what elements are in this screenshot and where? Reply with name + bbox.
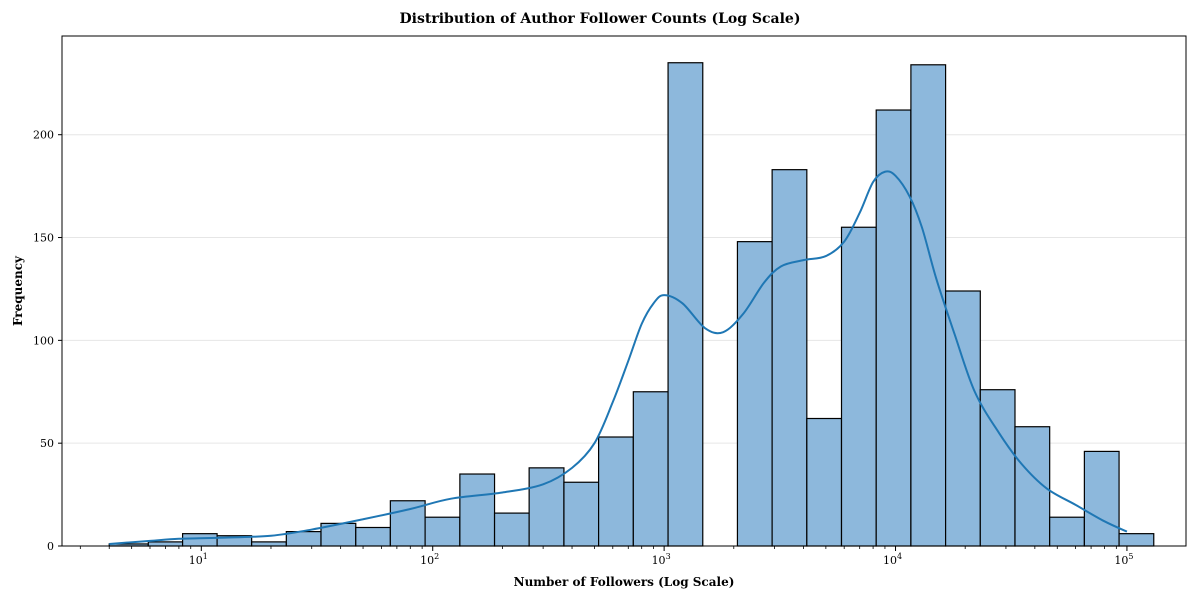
histogram-bar: [424, 516, 461, 547]
kde-curve: [109, 170, 1128, 545]
x-tick-label: 102: [420, 552, 439, 567]
histogram-bar: [597, 436, 634, 547]
y-tick-label: 100: [33, 334, 54, 347]
y-tick-label: 50: [40, 437, 54, 450]
histogram-bar: [632, 391, 669, 547]
histogram-bar: [944, 290, 981, 547]
histogram-bar: [459, 473, 496, 547]
histogram-bar: [355, 526, 391, 547]
histogram-bar: [910, 64, 947, 547]
x-tick-label: 104: [883, 552, 902, 567]
histogram-bar: [1049, 516, 1085, 547]
histogram-bar: [389, 500, 426, 547]
x-tick-label: 105: [1114, 552, 1133, 567]
histogram-bar: [493, 512, 530, 547]
chart-title: Distribution of Author Follower Counts (…: [399, 11, 801, 27]
histogram-bar: [1118, 533, 1155, 547]
histogram-bar: [875, 109, 912, 547]
histogram-bar: [806, 417, 843, 547]
histogram-bar: [563, 481, 600, 547]
y-tick-label: 200: [33, 129, 54, 142]
histogram-bar: [667, 62, 704, 547]
x-tick-label: 103: [652, 552, 671, 567]
histogram-bar: [251, 541, 287, 547]
histogram-bar: [840, 226, 877, 547]
histogram-bar: [1083, 450, 1120, 547]
histogram-bar: [147, 541, 184, 547]
histogram-bar: [528, 467, 565, 547]
plot-frame: [61, 35, 1187, 547]
histogram-bar: [181, 533, 218, 547]
x-tick-label: 101: [189, 552, 208, 567]
y-tick-label: 150: [33, 232, 54, 245]
histogram-bar: [771, 169, 808, 547]
x-axis-label: Number of Followers (Log Scale): [514, 575, 735, 589]
y-axis-label: Frequency: [11, 255, 25, 326]
histogram-bar: [736, 241, 773, 547]
y-tick-label: 0: [47, 540, 54, 553]
